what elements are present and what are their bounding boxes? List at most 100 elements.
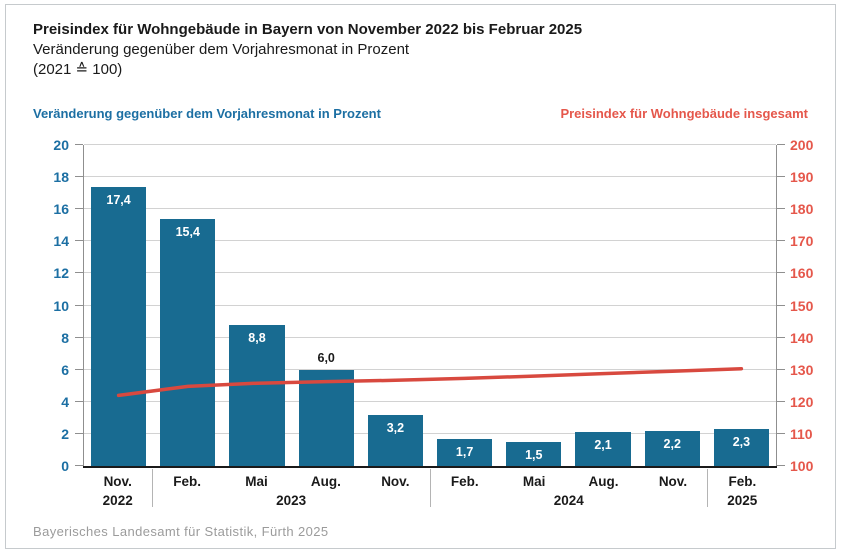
gridline <box>84 400 776 402</box>
axis-tick <box>777 465 785 466</box>
y-left-tick-label: 4 <box>61 393 69 410</box>
bar-value-label: 15,4 <box>175 224 200 239</box>
bar: 8,8 <box>229 324 285 466</box>
x-month-label: Aug. <box>310 474 341 489</box>
axis-tick <box>777 240 785 242</box>
y-right-tick-label: 110 <box>790 425 813 442</box>
bar-value-label: 2,2 <box>663 436 681 451</box>
bar-slot: 1,5 <box>499 145 568 466</box>
axis-headers-row: Veränderung gegenüber dem Vorjahresmonat… <box>33 106 808 121</box>
x-year-label: 2024 <box>553 493 584 508</box>
axis-tick <box>75 368 83 370</box>
bar-value-label: 17,4 <box>106 192 131 207</box>
bar-series: 17,4 15,4 8,8 6,0 3,2 1,7 1,5 2,1 2,2 2,3 <box>84 145 776 466</box>
bar-slot: 3,2 <box>361 145 430 466</box>
axis-tick <box>75 304 83 306</box>
bar-value-label: 8,8 <box>248 330 266 345</box>
month-labels-row: Nov. Feb. Mai Aug. Nov. Feb. Mai Aug. Nov. Feb. <box>83 467 777 489</box>
bar-slot: 6,0 <box>292 145 361 466</box>
y-right-tick-label: 180 <box>790 201 814 218</box>
x-month-label: Nov. <box>103 474 132 489</box>
y-left-tick-label: 18 <box>53 169 69 186</box>
axis-tick <box>75 240 83 242</box>
gridline <box>84 304 776 306</box>
bar-value-label: 2,1 <box>594 438 612 453</box>
y-left-tick-label: 2 <box>61 425 69 442</box>
axis-tick <box>777 208 785 210</box>
chart-subtitle-base-year: (2021 ≙ 100) <box>33 61 123 78</box>
y-right-tick-label: 100 <box>790 458 814 474</box>
gridline <box>84 240 776 242</box>
bar-slot: 15,4 <box>153 145 222 466</box>
y-right-tick-label: 120 <box>790 393 814 410</box>
bar-value-label: 1,5 <box>525 447 543 462</box>
axis-tick <box>777 336 785 338</box>
bar: 15,4 <box>160 218 216 466</box>
y-right-tick-label: 140 <box>790 329 814 346</box>
x-month-label: Mai <box>245 474 268 489</box>
bar: 1,5 <box>506 441 562 466</box>
y-left-tick-label: 14 <box>53 233 69 250</box>
y-left-tick-label: 6 <box>61 361 69 378</box>
bar: 2,3 <box>713 429 770 466</box>
x-month-label: Nov. <box>381 474 410 489</box>
bar-slot: 2,2 <box>638 145 707 466</box>
gridline <box>84 432 776 434</box>
bar-value-label: 2,3 <box>732 435 751 450</box>
bar-slot: 2,1 <box>568 145 637 466</box>
chart-subtitle: Veränderung gegenüber dem Vorjahresmonat… <box>33 41 410 58</box>
bar-slot: 2,3 <box>707 145 776 466</box>
gridline <box>84 336 776 338</box>
x-month-label: Aug. <box>588 474 619 489</box>
year-separator <box>707 469 709 507</box>
axis-tick <box>777 304 785 306</box>
y-right-tick-label: 150 <box>790 297 814 314</box>
y-right-tick-label: 190 <box>790 169 814 186</box>
x-month-label: Nov. <box>658 474 688 489</box>
year-separator <box>151 469 153 507</box>
source-note: Bayerisches Landesamt für Statistik, Für… <box>33 524 329 539</box>
x-month-label: Mai <box>522 474 546 489</box>
axis-tick <box>777 144 785 145</box>
axis-tick <box>75 272 83 274</box>
year-separator <box>429 469 431 507</box>
axis-tick <box>777 368 785 370</box>
bar: 2,1 <box>575 432 631 466</box>
y-left-tick-label: 20 <box>53 137 69 153</box>
axis-tick <box>75 432 83 434</box>
axis-tick <box>777 272 785 274</box>
bar-slot: 8,8 <box>222 145 291 466</box>
gridline <box>84 176 776 178</box>
y-left-tick-label: 10 <box>53 297 69 314</box>
x-month-label: Feb. <box>450 474 479 489</box>
y-left-tick-label: 0 <box>61 458 69 474</box>
y-left-tick-label: 16 <box>53 201 69 218</box>
left-axis-title: Veränderung gegenüber dem Vorjahresmonat… <box>33 106 381 121</box>
axis-tick <box>777 176 785 178</box>
right-axis-title: Preisindex für Wohngebäude insgesamt <box>560 106 808 121</box>
x-year-label: 2022 <box>102 493 133 508</box>
axis-tick <box>777 400 785 402</box>
bar-slot: 1,7 <box>430 145 499 466</box>
bar-slot: 17,4 <box>84 145 153 466</box>
bar-value-label: 6,0 <box>317 350 335 365</box>
chart-title: Preisindex für Wohngebäude in Bayern von… <box>33 21 583 38</box>
axis-tick <box>75 208 83 210</box>
gridline <box>84 272 776 274</box>
x-axis-baseline <box>83 466 777 468</box>
bar: 17,4 <box>90 186 147 466</box>
gridline <box>84 208 776 210</box>
axis-tick <box>75 400 83 402</box>
y-right-tick-label: 160 <box>790 265 814 282</box>
y-right-tick-label: 170 <box>790 233 814 250</box>
x-year-label: 2023 <box>276 493 307 508</box>
bar: 3,2 <box>367 414 424 466</box>
bar: 2,2 <box>644 430 700 466</box>
axis-tick <box>75 176 83 178</box>
bar: 1,7 <box>436 438 493 466</box>
chart-header: Preisindex für Wohngebäude in Bayern von… <box>33 20 582 80</box>
y-left-tick-label: 8 <box>61 329 69 346</box>
axis-tick <box>777 432 785 434</box>
axis-tick <box>75 465 83 466</box>
x-axis-labels: Nov. Feb. Mai Aug. Nov. Feb. Mai Aug. Nov. Feb. 2… <box>83 467 777 512</box>
